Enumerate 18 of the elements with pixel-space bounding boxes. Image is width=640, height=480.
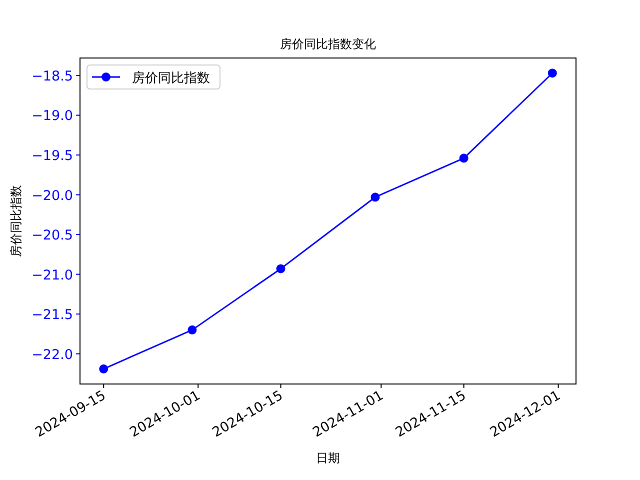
point (188, 325, 197, 334)
legend-label: 房价同比指数 (132, 70, 210, 86)
point (99, 364, 108, 374)
y-tick-label: −18.5 (32, 68, 73, 84)
y-tick-label: −21.5 (32, 307, 73, 324)
y-tick-label: −20.0 (32, 188, 73, 204)
point (459, 154, 468, 163)
point (548, 68, 557, 78)
x-axis-title: 日期 (316, 451, 340, 465)
y-axis-title: 房价同比指数 (9, 185, 23, 257)
y-tick-label: −19.0 (32, 108, 73, 124)
y-tick-label: −21.0 (32, 267, 73, 284)
y-tick-label: −22.0 (32, 346, 73, 363)
y-tick-label: −19.5 (32, 148, 73, 164)
chart-title: 房价同比指数变化 (280, 37, 376, 51)
y-tick-label: −20.5 (32, 228, 73, 244)
point (276, 264, 286, 274)
point (370, 192, 380, 202)
